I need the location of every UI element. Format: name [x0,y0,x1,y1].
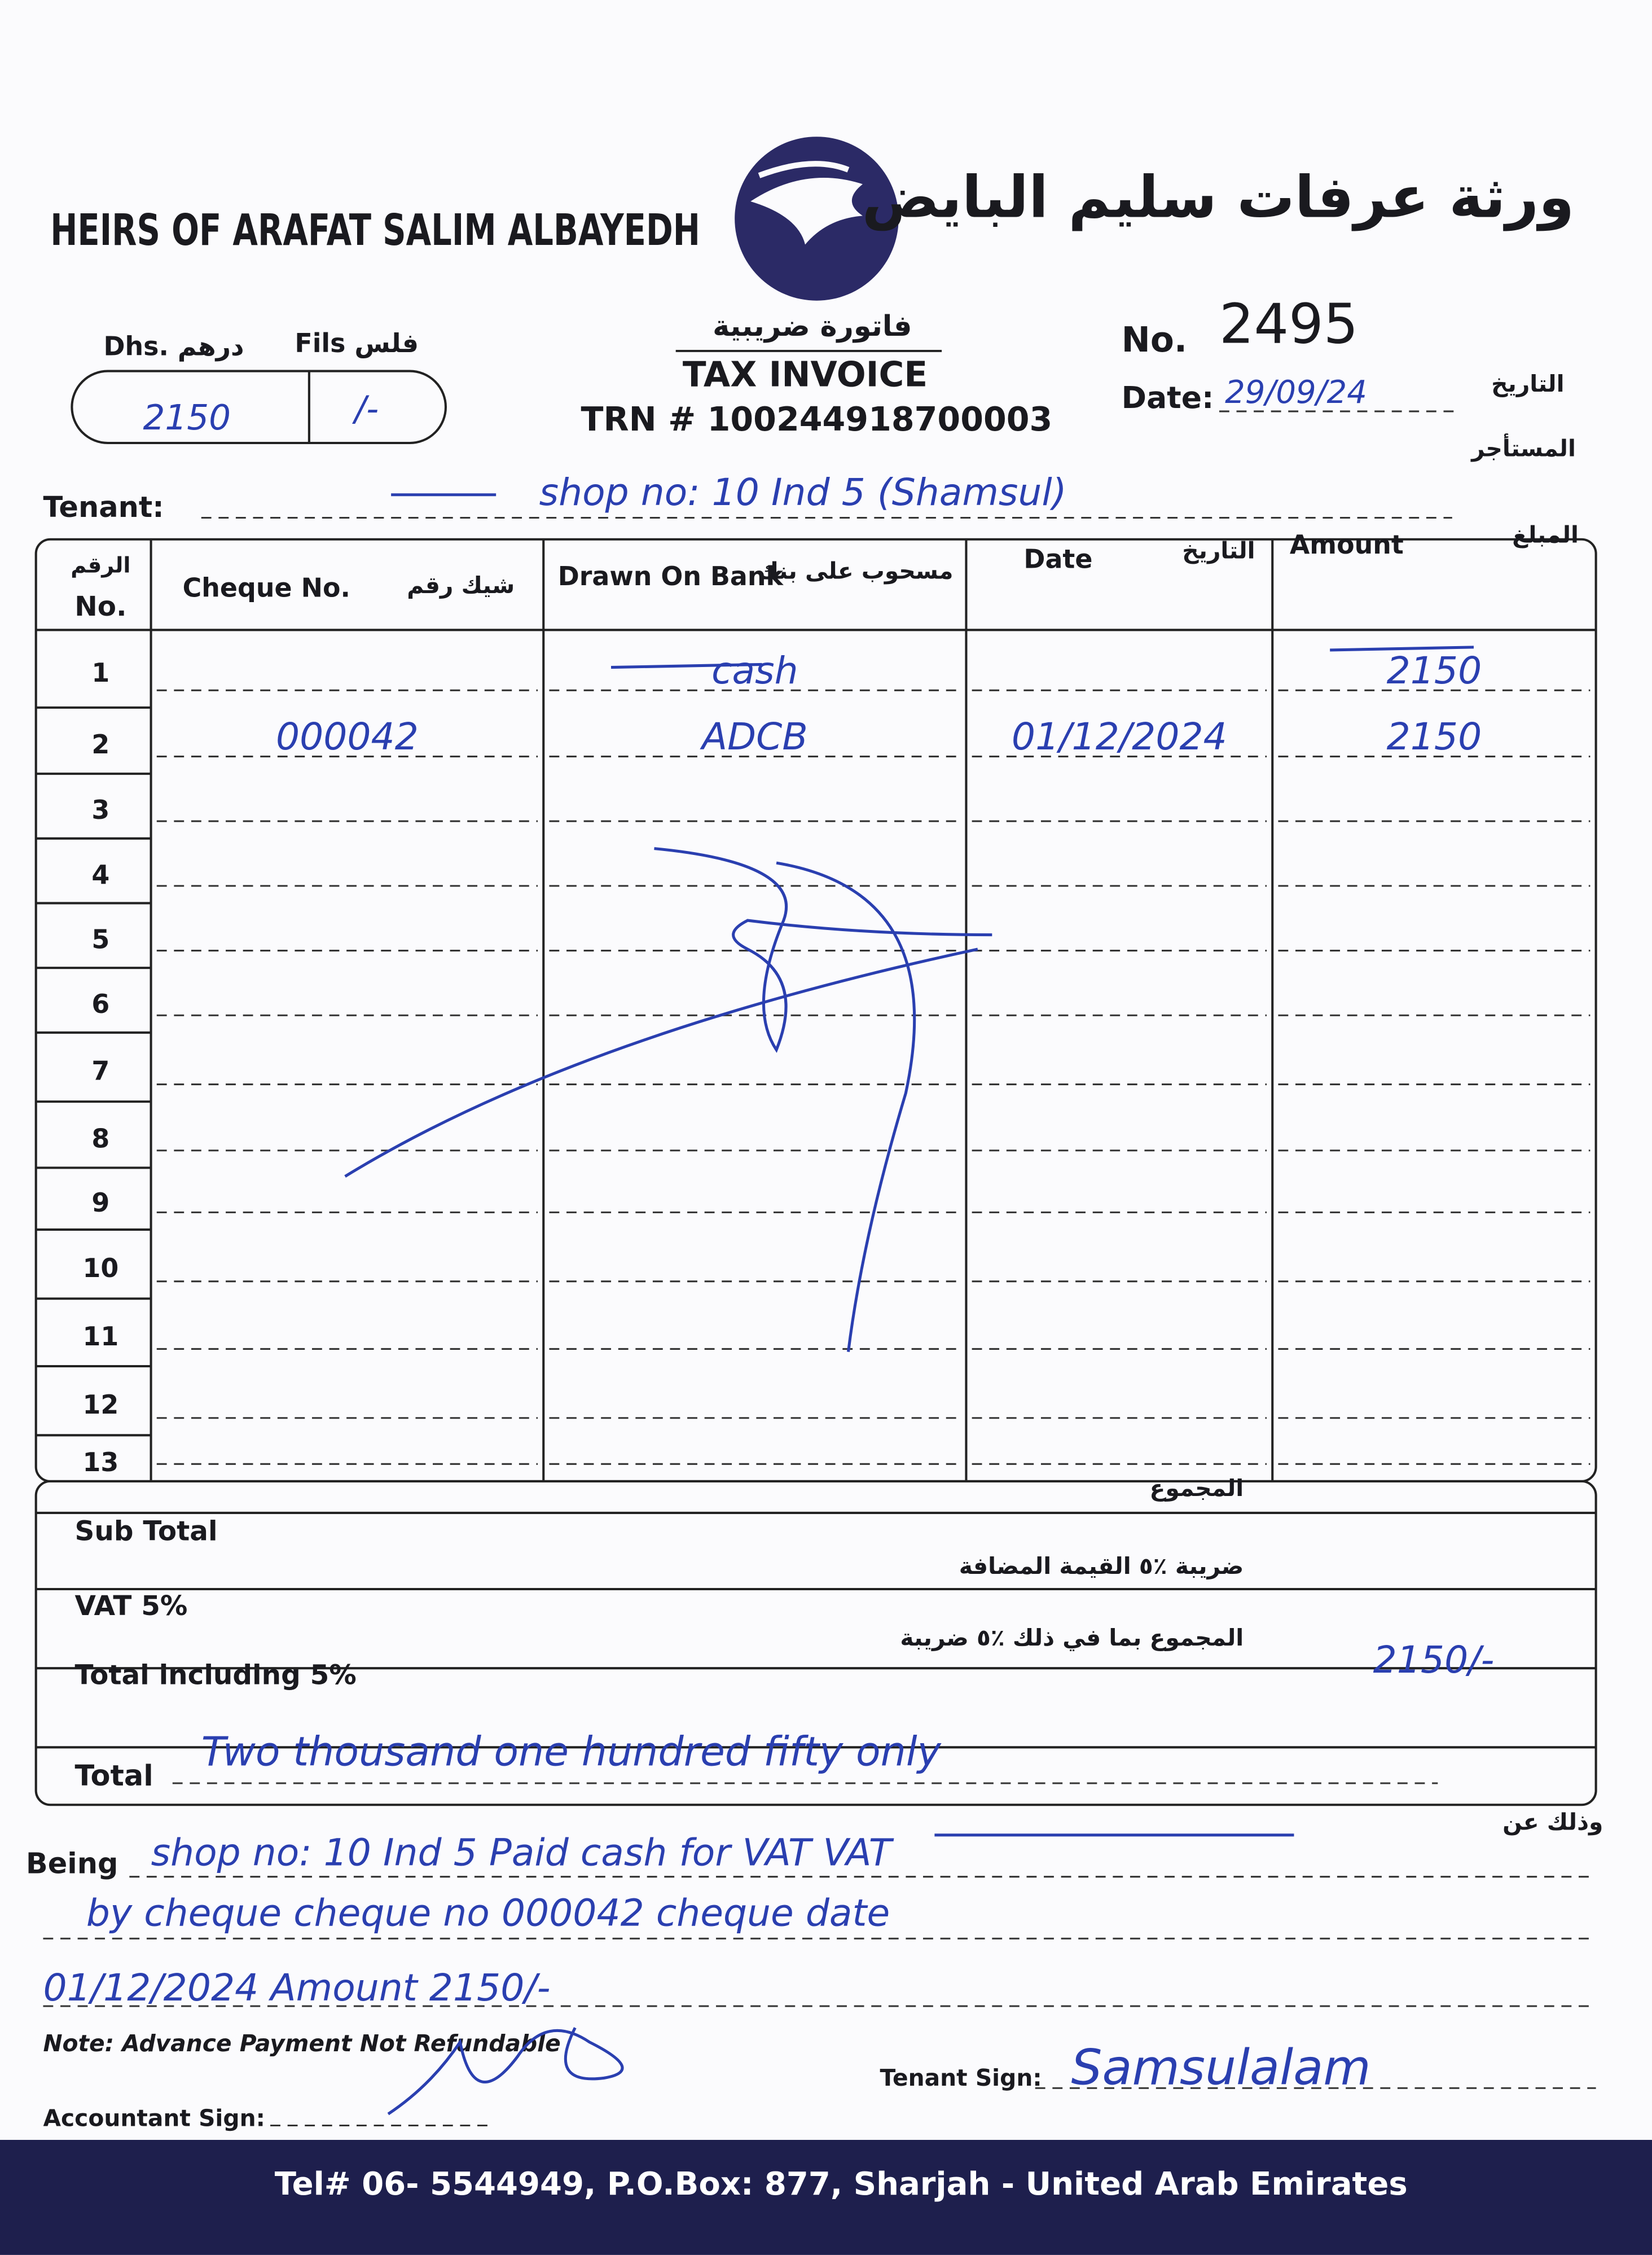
row-number: 12 [82,1389,118,1420]
title-en: TAX INVOICE [683,354,928,394]
total-incl-label: Total including 5% [75,1659,357,1691]
header-ar: المبلغ [1512,521,1579,549]
header-en: No. [74,591,126,622]
header-en: Amount [1290,529,1404,560]
company-name-en: HEIRS OF ARAFAT SALIM ALBAYEDH [50,205,700,256]
row-number: 2 [91,729,109,760]
header-ar: التاريخ [1182,537,1255,564]
cell-value: 2150 [1387,649,1482,692]
invoice-no: 2495 [1219,292,1358,356]
row-number: 3 [91,795,109,825]
invoice-no-label: No. [1122,320,1187,360]
header-en: Cheque No. [183,572,350,603]
fils-label: Fils فلس [295,328,419,358]
dhs-label: Dhs. درهم [103,331,244,361]
total-label: Total [75,1760,153,1793]
row-number: 8 [91,1123,109,1153]
row-number: 11 [82,1321,118,1352]
total-incl-value: 2150/- [1373,1638,1495,1682]
header-ar: الرقم [71,554,130,578]
totals-frame [34,1480,1597,1806]
accountant-signature [387,2027,624,2116]
vat-label-ar: ضريبة ٪٥ القيمة المضافة [959,1552,1244,1580]
title-ar: فاتورة ضريبية [713,310,912,343]
dhs-value: 2150 [143,398,231,438]
cell-value: cash [711,649,798,692]
row-number: 1 [91,657,109,688]
row-number: 5 [91,924,109,954]
fils-value: /- [352,389,379,429]
row-number: 13 [82,1447,118,1477]
header-en: Date [1023,543,1092,574]
cell-value: ADCB [700,715,808,758]
row-number: 7 [91,1056,109,1086]
trn: TRN # 100244918700003 [581,400,1053,438]
total-words: Two thousand one hundred fifty only [201,1728,942,1775]
being-label-ar: وذلك عن [1502,1808,1603,1836]
being-line: shop no: 10 Ind 5 Paid cash for VAT VAT [151,1831,894,1875]
tenant-label-ar: المستأجر [1470,433,1576,462]
being-line: 01/12/2024 Amount 2150/- [43,1966,550,2010]
amount-box [71,370,447,445]
footer-contact: Tel# 06- 5544949, P.O.Box: 877, Sharjah … [275,2166,1408,2203]
being-label: Being [26,1847,118,1880]
vat-label: VAT 5% [75,1590,188,1622]
accountant-sign-label: Accountant Sign: [43,2104,265,2131]
being-line: by cheque cheque no 000042 cheque date [86,1892,890,1935]
date-value: 29/09/24 [1225,374,1367,411]
header-ar: شيك رقم [407,572,515,599]
tenant-sign-value: Samsulalam [1071,2040,1370,2096]
total-incl-label-ar: المجموع بما في ذلك ٪٥ ضريبة [900,1624,1244,1651]
row-number: 4 [91,859,109,890]
tenant-label: Tenant: [43,491,164,524]
subtotal-label-ar: المجموع [1150,1475,1244,1502]
company-name-ar: ورثة عرفات سليم البايض [862,164,1575,231]
strike [1330,646,1474,652]
logo [735,137,899,301]
tenant-sign-label: Tenant Sign: [880,2064,1042,2091]
note: Note: Advance Payment Not Refundable [43,2030,560,2057]
totals-box: Sub Total المجموع VAT 5% ضريبة ٪٥ القيمة… [34,1475,1597,1806]
stamp-signature [344,847,992,1352]
tenant-value: shop no: 10 Ind 5 (Shamsul) [539,471,1067,514]
row-number: 9 [91,1187,109,1218]
date-label: Date: [1122,380,1214,415]
subtotal-label: Sub Total [75,1516,218,1547]
cell-value: 2150 [1387,715,1482,758]
row-number: 6 [91,989,109,1019]
header-ar: مسحوب على بنك [758,557,954,584]
date-label-ar: التاريخ [1491,370,1564,397]
header-en: Drawn On Bank [558,561,784,591]
row-number: 10 [82,1253,118,1283]
cell-value: 000042 [276,715,419,758]
strike [610,663,762,669]
cell-value: 01/12/2024 [1012,715,1227,758]
footer-band [0,2140,1652,2255]
